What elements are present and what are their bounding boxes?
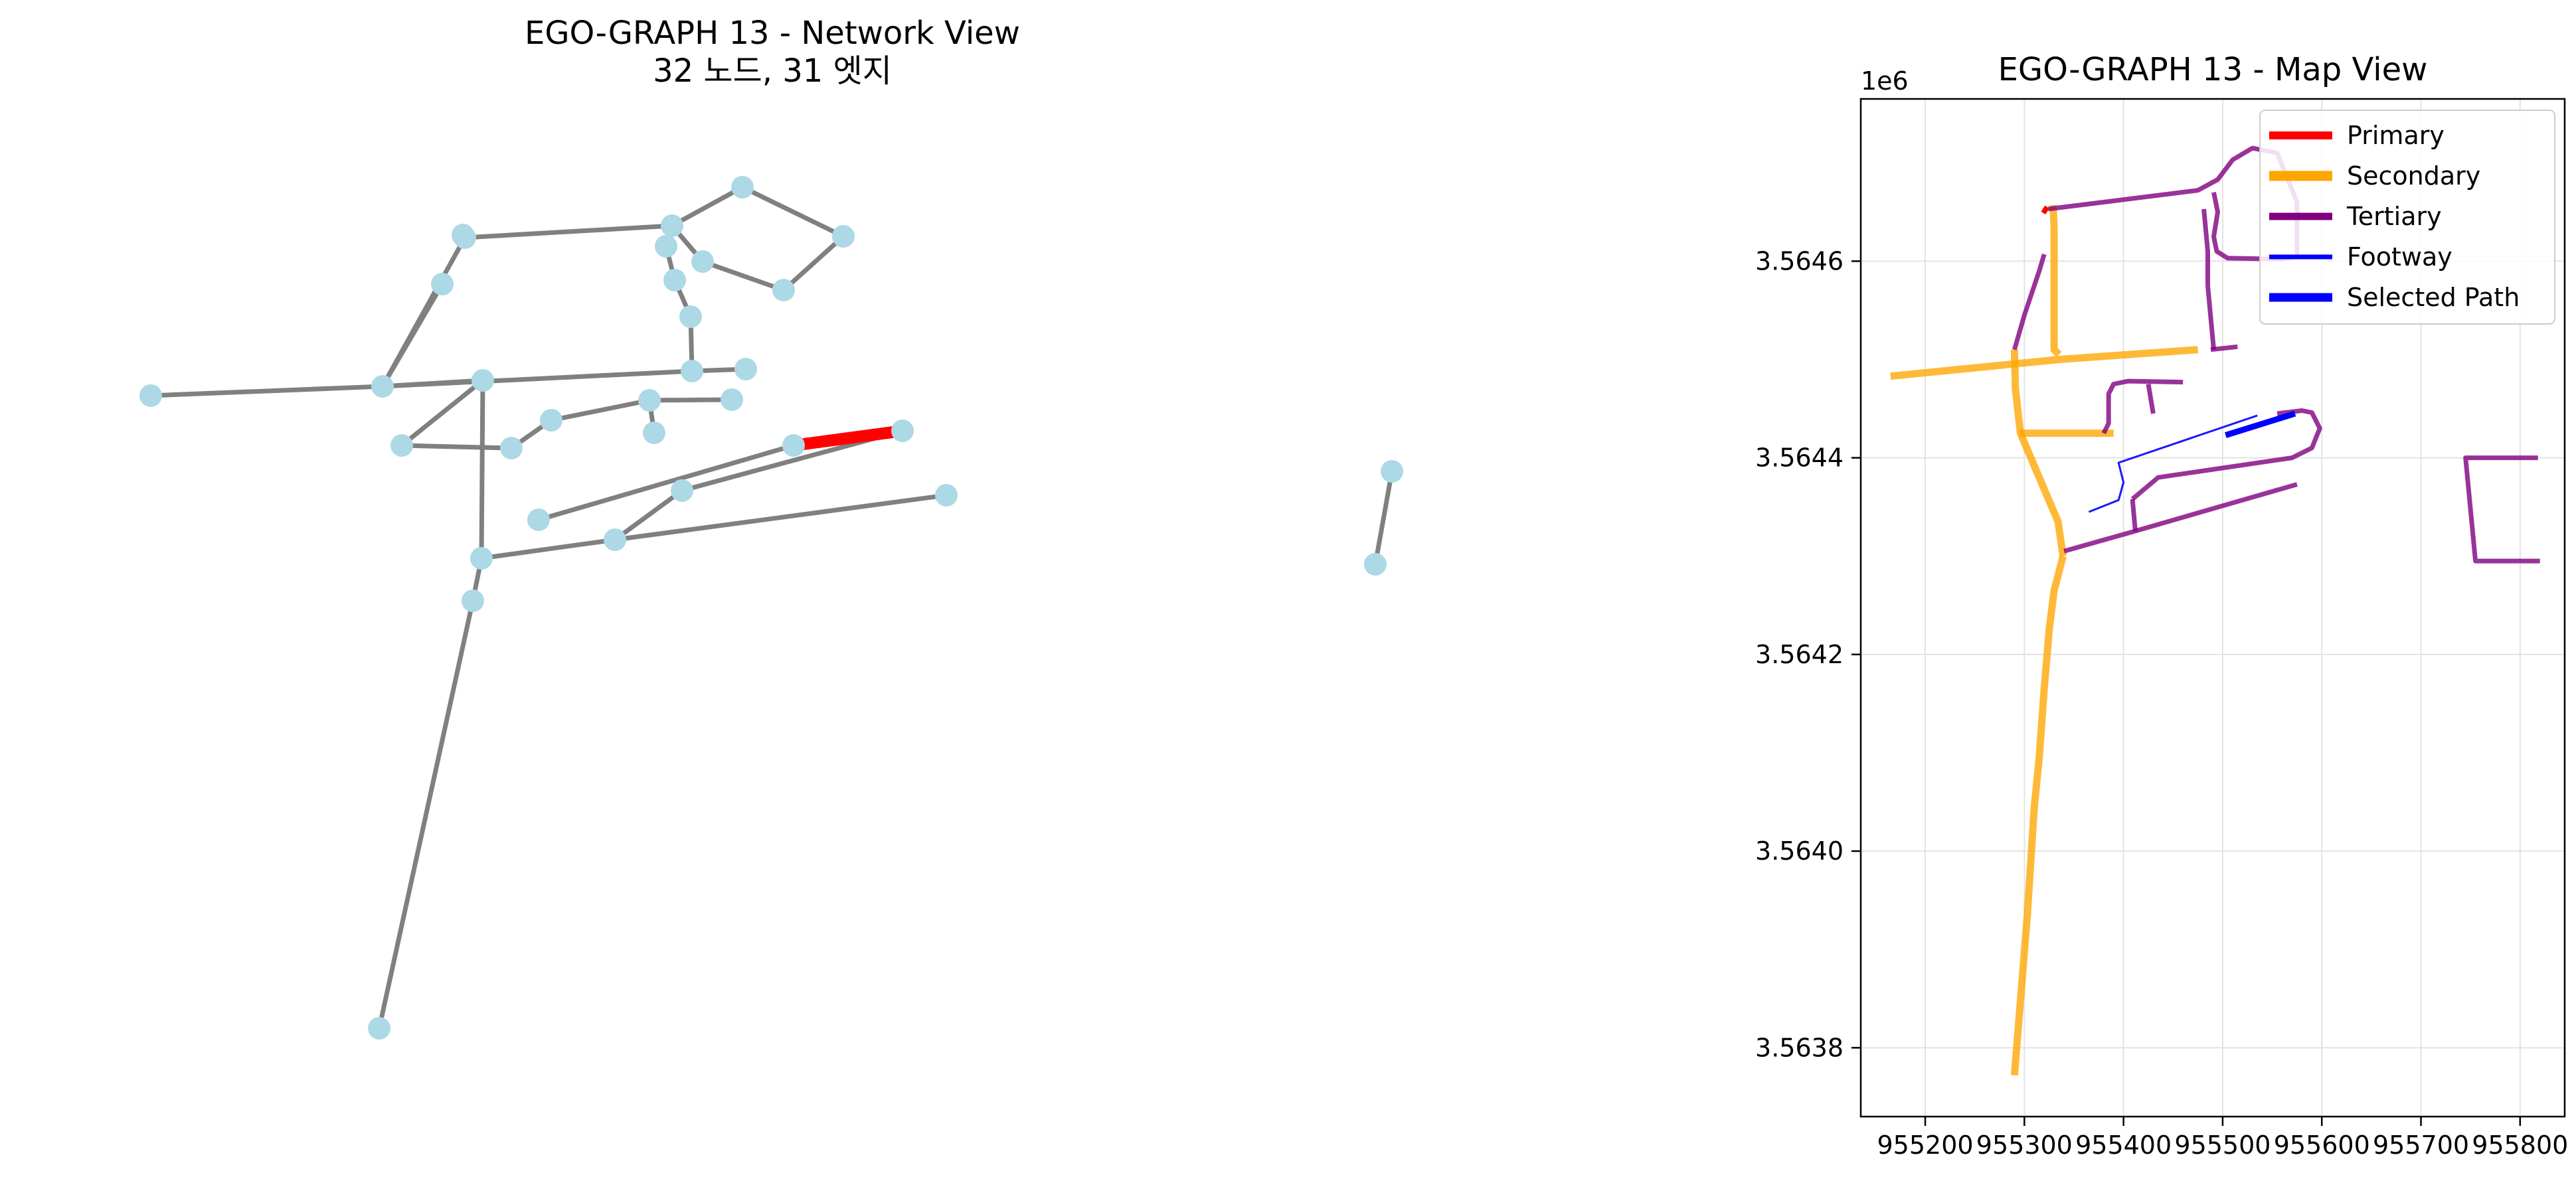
network-view-title: EGO-GRAPH 13 - Network View <box>525 15 1020 52</box>
network-node <box>638 389 661 412</box>
network-node <box>772 279 795 301</box>
network-edge <box>462 223 675 240</box>
network-edge <box>1373 469 1395 567</box>
y-tick-label: 3.5638 <box>1755 1033 1844 1062</box>
tertiary-road-line <box>2130 499 2138 532</box>
selected-road-line <box>2225 410 2296 438</box>
network-node <box>832 225 855 248</box>
network-edge <box>380 368 695 389</box>
network-edge <box>399 443 514 451</box>
legend-label-selected: Selected Path <box>2347 283 2520 312</box>
secondary-road-line <box>2010 555 2067 1076</box>
x-tick-label: 955600 <box>2274 1131 2370 1160</box>
network-edge <box>399 378 485 448</box>
tertiary-road-line <box>2012 254 2047 351</box>
map-view-title: EGO-GRAPH 13 - Map View <box>1998 51 2428 88</box>
network-node <box>139 384 162 407</box>
network-node <box>691 250 714 273</box>
network-node <box>470 547 493 570</box>
network-node <box>671 479 693 502</box>
network-node <box>371 375 394 398</box>
network-node <box>681 360 703 382</box>
x-tick-label: 955700 <box>2373 1131 2469 1160</box>
network-edge <box>479 378 485 561</box>
network-node <box>390 434 413 457</box>
network-node <box>368 1017 390 1040</box>
network-node <box>643 422 665 444</box>
network-node <box>721 388 743 411</box>
map-legend: Primary Secondary Tertiary Footway Selected … <box>2259 110 2555 325</box>
network-node <box>661 214 683 237</box>
legend-label-footway: Footway <box>2347 242 2452 272</box>
network-edge <box>380 281 445 389</box>
highlighted-network-edge <box>792 425 904 451</box>
network-node <box>1364 553 1387 576</box>
network-node <box>782 434 805 457</box>
network-node <box>731 176 754 198</box>
legend-label-primary: Primary <box>2347 121 2445 150</box>
network-node <box>891 420 914 442</box>
secondary-road-line <box>1890 346 2198 380</box>
network-edge <box>612 493 949 542</box>
network-edge <box>700 259 786 293</box>
network-node <box>462 589 484 612</box>
x-tick-label: 955300 <box>1976 1131 2073 1160</box>
network-edge <box>781 234 846 293</box>
y-tick-label: 3.5640 <box>1755 836 1844 866</box>
x-tick-label: 955400 <box>2075 1131 2172 1160</box>
tertiary-road-line <box>2063 482 2298 554</box>
y-tick-label: 3.5644 <box>1755 443 1844 473</box>
tertiary-road-line <box>2101 378 2184 435</box>
network-nodes <box>139 176 1403 1040</box>
network-node <box>540 409 562 432</box>
tertiary-road-line <box>2463 455 2540 564</box>
network-node <box>527 509 550 531</box>
tertiary-road-line <box>2210 344 2238 353</box>
legend-label-tertiary: Tertiary <box>2346 202 2442 231</box>
network-node <box>500 437 523 459</box>
network-edge <box>148 384 385 398</box>
y-axis-offset-label: 1e6 <box>1861 66 1909 96</box>
legend-box <box>2259 110 2555 325</box>
secondary-road-line <box>2010 349 2067 557</box>
network-edge <box>549 398 652 423</box>
tertiary-road-line <box>2130 408 2322 501</box>
x-tick-label: 955200 <box>1877 1131 1974 1160</box>
primary-road-line <box>2041 205 2050 215</box>
network-node <box>604 528 626 551</box>
map-axis-ticks: 955200 955300 955400 955500 955600 955700 9558… <box>1755 246 2568 1160</box>
network-edge <box>740 185 846 239</box>
network-node <box>679 305 702 328</box>
network-edge <box>377 598 475 1031</box>
network-node <box>734 358 757 380</box>
network-edge <box>536 443 796 522</box>
x-tick-label: 955500 <box>2174 1131 2271 1160</box>
network-node <box>472 369 494 392</box>
network-node <box>935 484 958 507</box>
x-tick-label: 955800 <box>2472 1131 2568 1160</box>
tertiary-road-line <box>2201 208 2216 351</box>
tertiary-road-line <box>2146 383 2156 414</box>
network-view-subtitle: 32 노드, 31 엣지 <box>653 52 892 90</box>
y-tick-label: 3.5646 <box>1755 246 1844 275</box>
y-tick-label: 3.5642 <box>1755 640 1844 669</box>
network-node <box>655 235 677 258</box>
network-view-panel: EGO-GRAPH 13 - Network View 32 노드, 31 엣지 <box>139 15 1403 1040</box>
network-node <box>452 224 474 246</box>
network-edge <box>669 185 745 228</box>
map-view-panel: EGO-GRAPH 13 - Map View 1e6 955200 955300… <box>1755 51 2568 1160</box>
map-axes-frame <box>1859 98 2566 1118</box>
network-edge <box>612 488 685 542</box>
network-node <box>431 273 454 295</box>
footway-road-line <box>2088 414 2258 513</box>
network-edge <box>479 537 618 561</box>
network-node <box>663 269 686 291</box>
map-road-lines <box>1890 145 2540 1076</box>
legend-label-secondary: Secondary <box>2347 161 2480 191</box>
network-node <box>1381 460 1403 483</box>
secondary-road-line <box>2049 204 2062 358</box>
